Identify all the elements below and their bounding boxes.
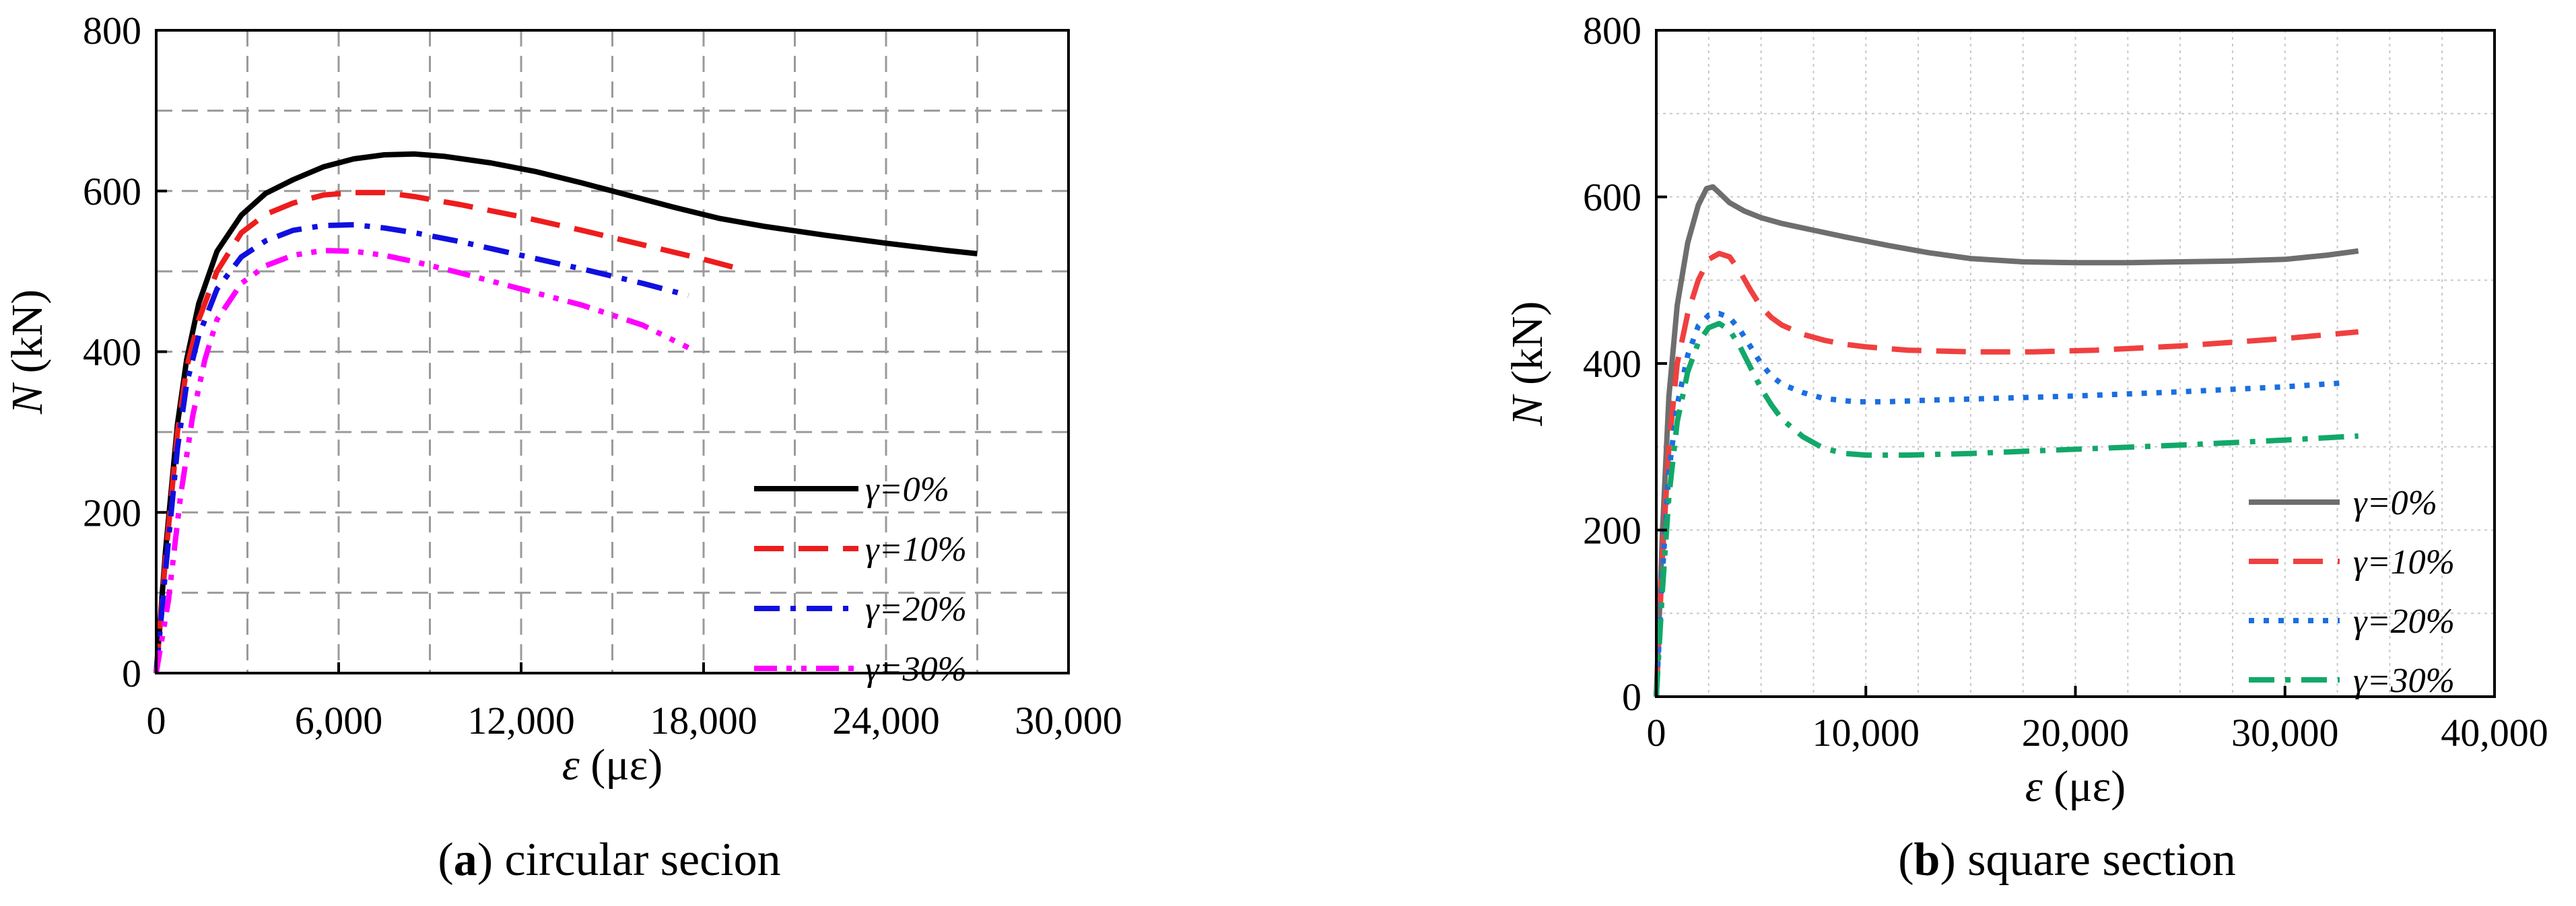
y-tick-label: 600 [1583, 176, 1641, 219]
x-axis-symbol: ε [2025, 762, 2043, 811]
caption-paren-open: ( [438, 834, 453, 886]
series-line-20pct [154, 221, 689, 674]
x-axis-symbol: ε [562, 740, 580, 790]
y-tick-label: 800 [83, 9, 141, 53]
x-axis-unit: (με) [2043, 762, 2126, 811]
legend-label: γ=20% [865, 590, 967, 629]
y-tick-label: 0 [1622, 675, 1641, 719]
legend-label: γ=0% [2353, 484, 2437, 522]
legend-label: γ=30% [865, 650, 967, 689]
x-axis-unit: (με) [580, 740, 663, 790]
caption-letter: b [1914, 834, 1940, 886]
series-line-20pct [1654, 310, 2348, 697]
y-axis-symbol: N [3, 382, 52, 415]
y-axis-symbol: N [1503, 394, 1552, 427]
caption-paren-close: ) [1940, 834, 1955, 886]
legend-label: γ=30% [2353, 662, 2455, 700]
panel-a-circular-section: 0 6,000 12,000 18,000 24,000 30,000 0 200 400 600… [3, 9, 1122, 886]
y-tick-label: 800 [1583, 9, 1641, 53]
y-tick-label: 200 [1583, 509, 1641, 553]
x-tick-label: 30,000 [2231, 711, 2339, 755]
x-tick-label: 0 [1647, 711, 1666, 755]
series-line-10pct [1654, 250, 2359, 697]
x-tick-label: 40,000 [2441, 711, 2548, 755]
x-tick-label: 10,000 [1812, 711, 1920, 755]
x-tick-label: 30,000 [1015, 699, 1122, 742]
caption-text: circular secion [493, 834, 781, 886]
caption-paren-close: ) [477, 834, 493, 886]
grid [1656, 30, 2495, 697]
y-tick-label: 600 [83, 170, 141, 213]
caption-letter: a [454, 834, 477, 886]
y-tick-label: 200 [83, 491, 141, 534]
y-axis-title: N (kN) [3, 289, 52, 415]
panel-caption: (a) circular secion [438, 834, 780, 886]
y-tick-label: 400 [1583, 342, 1641, 386]
panel-b-square-section: 0 10,000 20,000 30,000 40,000 0 200 400 600 800 ε … [1503, 9, 2548, 886]
series-line-10pct [154, 190, 735, 674]
x-tick-label: 0 [147, 699, 166, 742]
grid [156, 30, 1069, 673]
legend-label: γ=10% [2353, 543, 2455, 582]
legend-label: γ=20% [2353, 602, 2455, 641]
x-axis-title: ε (με) [2025, 762, 2126, 811]
series-line-30pct [1654, 320, 2359, 697]
y-axis-unit: (kN) [1503, 301, 1552, 396]
y-axis-title: N (kN) [1503, 301, 1552, 426]
y-tick-label: 0 [122, 652, 141, 695]
x-tick-label: 24,000 [832, 699, 940, 742]
series-line-30pct [154, 248, 690, 674]
legend: γ=0% γ=10% γ=20% γ=30% [754, 471, 967, 689]
y-tick-label: 400 [83, 330, 141, 374]
series-line-0pct [154, 151, 978, 674]
caption-text: square section [1956, 834, 2236, 886]
x-tick-label: 18,000 [650, 699, 757, 742]
x-tick-label: 6,000 [295, 699, 383, 742]
x-tick-label: 12,000 [467, 699, 575, 742]
legend-label: γ=10% [865, 530, 967, 569]
legend: γ=0% γ=10% γ=20% γ=30% [2249, 484, 2455, 700]
y-axis-unit: (kN) [3, 289, 52, 384]
x-axis-title: ε (με) [562, 740, 663, 790]
series-line-0pct [1654, 184, 2359, 697]
panel-caption: (b) square section [1898, 834, 2236, 886]
legend-label: γ=0% [865, 471, 949, 509]
x-tick-label: 20,000 [2022, 711, 2130, 755]
caption-paren-open: ( [1898, 834, 1913, 886]
